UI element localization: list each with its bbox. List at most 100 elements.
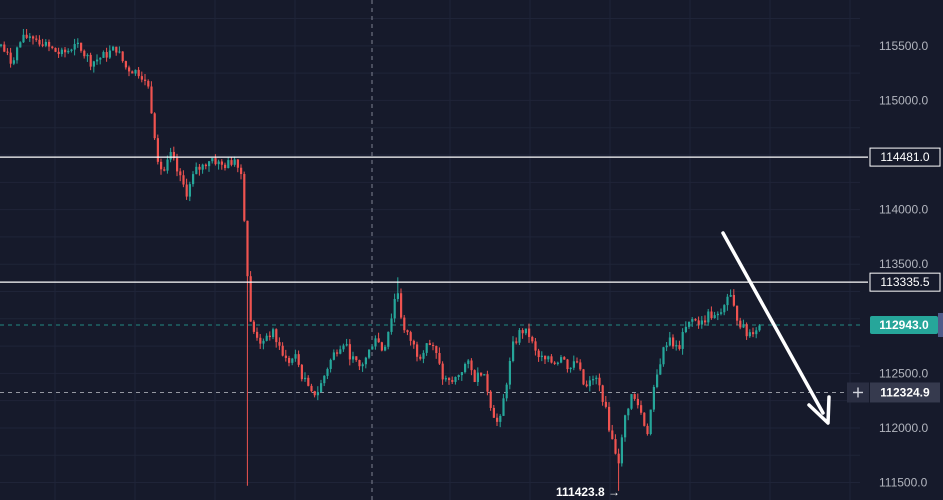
candle — [492, 404, 495, 418]
overlays: 111423.8 → — [556, 231, 831, 499]
candle-body — [134, 69, 137, 74]
candle — [563, 356, 566, 360]
candle-body — [326, 368, 329, 376]
axis-scroll-handle[interactable] — [938, 313, 943, 337]
candle — [236, 159, 239, 173]
candle-body — [256, 331, 259, 338]
candle-body — [515, 341, 518, 343]
candle-body — [710, 311, 713, 319]
level-tag-label-1: 113335.5 — [880, 275, 929, 289]
candle — [329, 358, 332, 373]
candle-body — [227, 160, 230, 169]
candle-body — [668, 337, 671, 346]
crosshair-price-tag[interactable] — [870, 382, 940, 403]
candle — [684, 321, 687, 334]
candle — [476, 367, 479, 386]
candle-body — [288, 357, 291, 363]
candle — [611, 424, 614, 440]
candle-body — [473, 370, 476, 382]
candle — [259, 334, 262, 349]
candle-body — [96, 59, 99, 62]
candle-body — [624, 415, 627, 438]
candle-body — [342, 345, 345, 350]
candle-body — [656, 374, 659, 388]
candle-body — [204, 164, 207, 167]
candle — [646, 423, 649, 436]
candle-body — [758, 325, 761, 331]
candle — [566, 358, 569, 373]
candle — [572, 355, 575, 371]
candle — [681, 328, 684, 355]
candle — [582, 368, 585, 386]
horizontal-levels[interactable]: 114481.0 113335.5 — [0, 147, 941, 292]
candle — [96, 54, 99, 65]
candle — [35, 35, 38, 42]
candle — [371, 344, 374, 350]
candle — [211, 157, 214, 164]
candle-body — [64, 49, 67, 53]
candle-body — [547, 356, 550, 360]
candle-body — [224, 164, 227, 169]
candle-body — [294, 354, 297, 359]
candle-body — [416, 344, 419, 357]
candle — [156, 134, 159, 165]
candle — [480, 372, 483, 377]
last-price-tag[interactable] — [870, 316, 938, 334]
candle-body — [508, 360, 511, 385]
candle — [262, 338, 265, 350]
candle — [729, 289, 732, 297]
candle-body — [499, 415, 502, 422]
candle — [339, 345, 342, 355]
candle — [595, 375, 598, 385]
candle — [592, 375, 595, 385]
candle — [41, 38, 44, 48]
candle-body — [32, 36, 35, 39]
candle-body — [336, 352, 339, 354]
price-tick-label: 114000.0 — [879, 203, 928, 217]
candle — [265, 333, 268, 342]
candle — [297, 350, 300, 368]
candle — [390, 313, 393, 335]
candle-body — [601, 385, 604, 402]
candle — [662, 346, 665, 367]
candle — [736, 305, 739, 326]
candle-body — [140, 76, 143, 80]
candle — [240, 164, 243, 180]
candle-body — [60, 49, 63, 55]
candle-body — [275, 329, 278, 343]
level-tag-0[interactable] — [869, 147, 941, 167]
candle — [256, 327, 259, 341]
candle-body — [265, 335, 268, 341]
candle — [496, 413, 499, 427]
candle — [374, 335, 377, 350]
candle-body — [422, 352, 425, 359]
candle-body — [544, 355, 547, 360]
candle-body — [211, 158, 214, 162]
candle — [694, 318, 697, 322]
crosshair-price-label: 112324.9 — [880, 385, 930, 399]
candle — [512, 336, 515, 363]
candle-body — [748, 332, 751, 337]
candle-body — [278, 342, 281, 346]
candle — [668, 331, 671, 347]
price-axis[interactable]: 115500.0 115000.0 114000.0 113500.0 112500.0… — [847, 39, 943, 490]
candle — [726, 293, 729, 311]
candle-body — [150, 86, 153, 114]
candle-body — [297, 354, 300, 365]
candles — [0, 28, 761, 491]
candle-body — [291, 358, 294, 363]
candle — [137, 67, 140, 79]
candle — [659, 358, 662, 376]
candle-body — [348, 344, 351, 360]
candle — [483, 374, 486, 376]
candle — [163, 166, 166, 172]
candle — [419, 354, 422, 361]
candle-body — [195, 166, 198, 175]
candle — [70, 48, 73, 53]
candle-body — [412, 340, 415, 345]
candle-body — [486, 374, 489, 392]
level-tag-1[interactable] — [869, 272, 941, 292]
candle — [214, 154, 217, 166]
